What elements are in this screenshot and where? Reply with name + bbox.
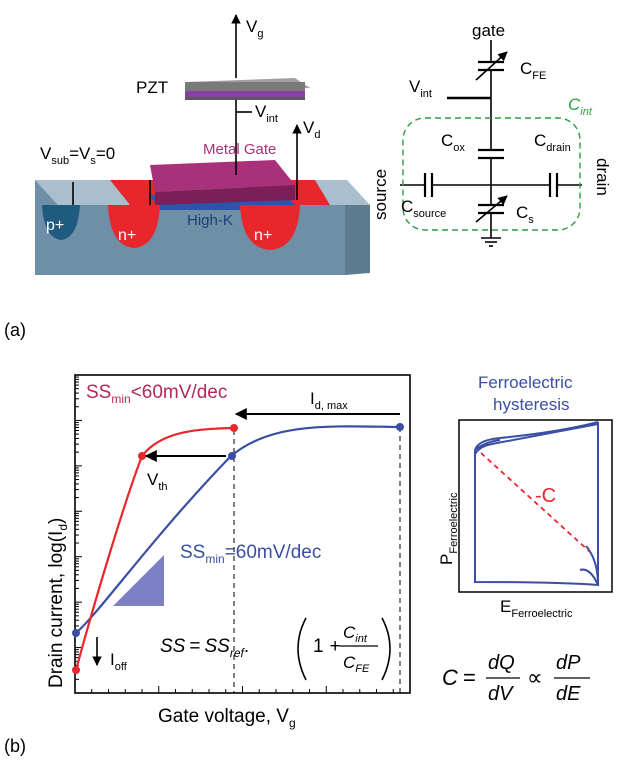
red-vth-point (138, 452, 146, 460)
gate-label: gate (472, 21, 505, 40)
cox-label: Cox (441, 131, 465, 154)
cint-box (402, 117, 581, 231)
svg-text:Cint: Cint (343, 623, 368, 645)
hysteresis-title-2: hysteresis (493, 395, 570, 414)
p-plus-region (42, 205, 80, 240)
red-idmax-point (230, 424, 238, 432)
hysteresis-inner (474, 423, 599, 582)
circuit-labels: gate CFE Vint Cint Cox Cdrain Csource Cs… (371, 21, 612, 226)
hysteresis-y-label: PFerroelectric (437, 492, 460, 565)
svg-text:dV: dV (488, 683, 514, 705)
cs-label: Cs (516, 203, 534, 226)
hysteresis-lower (585, 545, 599, 586)
x-ticks (91, 686, 394, 693)
svg-text:dE: dE (556, 683, 581, 705)
slope-triangle (113, 555, 164, 606)
metal-gate-top (150, 160, 295, 192)
svg-text:dP: dP (556, 652, 581, 674)
red-curve (74, 426, 235, 671)
highk-label: High-K (187, 212, 233, 229)
y-ticks (75, 376, 82, 694)
svg-text:SS=SSref.: SS = SSref. (160, 636, 249, 660)
circuit-schematic (400, 40, 582, 247)
drain-label: drain (593, 158, 612, 196)
blue-idmax-point (396, 423, 404, 431)
source-label: source (371, 169, 390, 220)
panel-b-label: (b) (4, 736, 26, 756)
blue-start-point (72, 629, 80, 637)
csource-label: Csource (401, 197, 446, 220)
vsub-label: Vsub=Vs=0 (40, 144, 115, 167)
svg-text:CFE: CFE (343, 653, 370, 675)
idmax-label: Id, max (310, 389, 348, 412)
pzt-label: PZT (136, 78, 168, 97)
blue-vth-point (228, 452, 236, 460)
p-plus-label: p+ (46, 217, 64, 234)
cs-arrow (475, 195, 508, 223)
hysteresis-inset: Ferroelectric hysteresis -C PFerroelectr… (437, 373, 613, 705)
panel-a-label: (a) (4, 320, 26, 340)
hysteresis-frame (458, 419, 613, 593)
formula-paren-left (297, 617, 307, 681)
svg-text:dQ: dQ (488, 652, 515, 674)
hysteresis-title-1: Ferroelectric (478, 373, 573, 392)
vint-label: Vint (255, 102, 278, 125)
n-plus-right-label: n+ (254, 227, 272, 244)
n-plus-left-region (108, 205, 160, 248)
negative-c-label: -C (535, 485, 556, 507)
svg-text:C: C (442, 665, 458, 690)
vd-label: Vd (303, 118, 320, 141)
cint-label: Cint (568, 95, 593, 118)
ss-blue-label: SSmin=60mV/dec (180, 542, 321, 566)
cfe-label: CFE (520, 59, 546, 82)
red-start-point (72, 666, 80, 674)
hysteresis-x-label: EFerroelectric (500, 597, 573, 620)
pzt-purple (185, 91, 305, 97)
substrate-right (345, 205, 370, 275)
svg-text:1+: 1 + (313, 636, 341, 657)
hysteresis-loop (474, 421, 599, 587)
ss-formula: SS = SSref. 1 + Cint CFE (160, 617, 391, 681)
negative-c-line (480, 452, 591, 553)
formula-paren-right (381, 617, 391, 681)
metal-gate-front (155, 185, 295, 205)
cfe-arrow (475, 51, 508, 81)
plot-y-label: Drain current, log(Id) (46, 518, 70, 688)
capacitance-equation: C = dQ dV ∝ dP dE (442, 652, 590, 705)
ss-red-label: SSmin<60mV/dec (86, 382, 227, 406)
metal-gate-label: Metal Gate (203, 141, 276, 158)
vg-label: Vg (246, 17, 263, 40)
vint-circuit-label: Vint (409, 77, 432, 100)
n-plus-right-region (240, 205, 300, 250)
ioff-label: Ioff (110, 650, 128, 673)
pzt-bottom (185, 97, 305, 100)
iv-plot: SSmin<60mV/dec SSmin=60mV/dec Id, max Vt… (46, 374, 411, 730)
cdrain-label: Cdrain (534, 131, 571, 154)
device-schematic: PZT Vg Vint Vd Vsub=Vs=0 Metal Gate High… (35, 14, 370, 275)
svg-text:=: = (463, 665, 476, 690)
plot-x-label: Gate voltage, Vg (158, 706, 296, 730)
n-plus-left-label: n+ (118, 227, 136, 244)
svg-text:∝: ∝ (527, 665, 543, 690)
vth-label: Vth (147, 470, 168, 493)
